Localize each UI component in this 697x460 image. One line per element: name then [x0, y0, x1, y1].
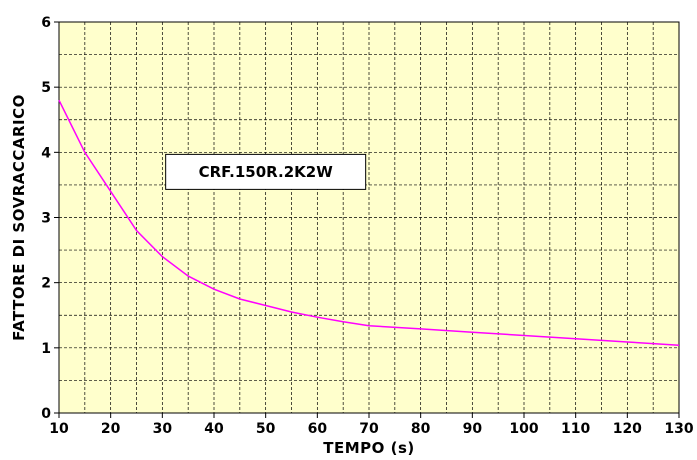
x-tick-label: 80 [411, 421, 431, 437]
y-tick-label: 6 [41, 15, 51, 31]
x-tick-label: 120 [613, 421, 642, 437]
x-tick-label: 110 [561, 421, 590, 437]
x-tick-label: 60 [308, 421, 328, 437]
y-axis-title: FATTORE DI SOVRACCARICO [10, 94, 28, 341]
y-tick-label: 5 [41, 80, 51, 96]
y-tick-label: 1 [41, 341, 51, 357]
x-tick-labels: 10 20 30 40 50 60 70 80 90 100 110 120 130 [49, 421, 694, 437]
y-tick-label: 3 [41, 211, 51, 227]
x-tick-label: 90 [463, 421, 483, 437]
x-tick-label: 40 [204, 421, 224, 437]
annotation-box: CRF.150R.2K2W [165, 153, 367, 190]
y-tick-label: 4 [41, 145, 51, 161]
x-tick-label: 100 [509, 421, 538, 437]
y-tick-label: 2 [41, 276, 51, 292]
y-tick-labels: 0 1 2 3 4 5 6 [41, 15, 51, 422]
x-axis-title: TEMPO (s) [323, 439, 415, 457]
x-tick-label: 130 [664, 421, 693, 437]
annotation-frame [165, 153, 367, 190]
y-tick-label: 0 [41, 406, 51, 422]
grid [59, 22, 679, 413]
x-tick-label: 10 [49, 421, 69, 437]
tick-marks [54, 21, 680, 418]
x-tick-label: 30 [153, 421, 173, 437]
x-tick-label: 20 [101, 421, 121, 437]
x-tick-label: 70 [359, 421, 379, 437]
series-line [58, 99, 680, 346]
annotation-label: CRF.150R.2K2W [199, 163, 334, 181]
x-tick-label: 50 [256, 421, 276, 437]
